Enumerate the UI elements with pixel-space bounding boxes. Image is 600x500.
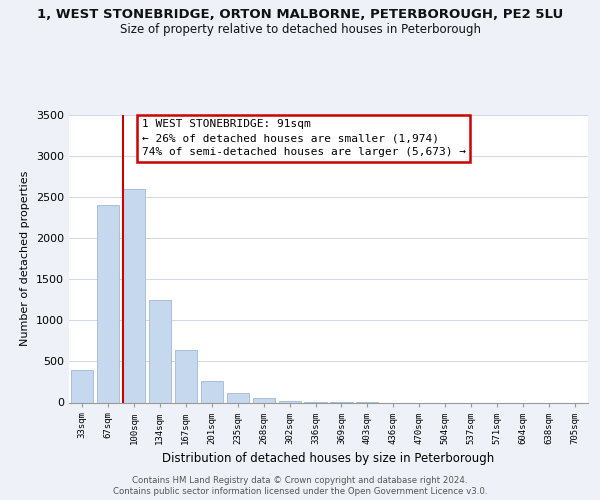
Bar xyxy=(175,350,197,403)
Bar xyxy=(149,300,171,402)
Text: Size of property relative to detached houses in Peterborough: Size of property relative to detached ho… xyxy=(119,22,481,36)
Text: 1, WEST STONEBRIDGE, ORTON MALBORNE, PETERBOROUGH, PE2 5LU: 1, WEST STONEBRIDGE, ORTON MALBORNE, PET… xyxy=(37,8,563,20)
Bar xyxy=(200,380,223,402)
Bar xyxy=(278,401,301,402)
Bar xyxy=(97,206,119,402)
Text: Contains public sector information licensed under the Open Government Licence v3: Contains public sector information licen… xyxy=(113,488,487,496)
Text: Contains HM Land Registry data © Crown copyright and database right 2024.: Contains HM Land Registry data © Crown c… xyxy=(132,476,468,485)
Bar xyxy=(123,189,145,402)
Text: 1 WEST STONEBRIDGE: 91sqm
← 26% of detached houses are smaller (1,974)
74% of se: 1 WEST STONEBRIDGE: 91sqm ← 26% of detac… xyxy=(142,120,466,158)
X-axis label: Distribution of detached houses by size in Peterborough: Distribution of detached houses by size … xyxy=(163,452,494,465)
Y-axis label: Number of detached properties: Number of detached properties xyxy=(20,171,31,346)
Bar xyxy=(253,398,275,402)
Bar xyxy=(71,370,93,402)
Bar xyxy=(227,394,249,402)
